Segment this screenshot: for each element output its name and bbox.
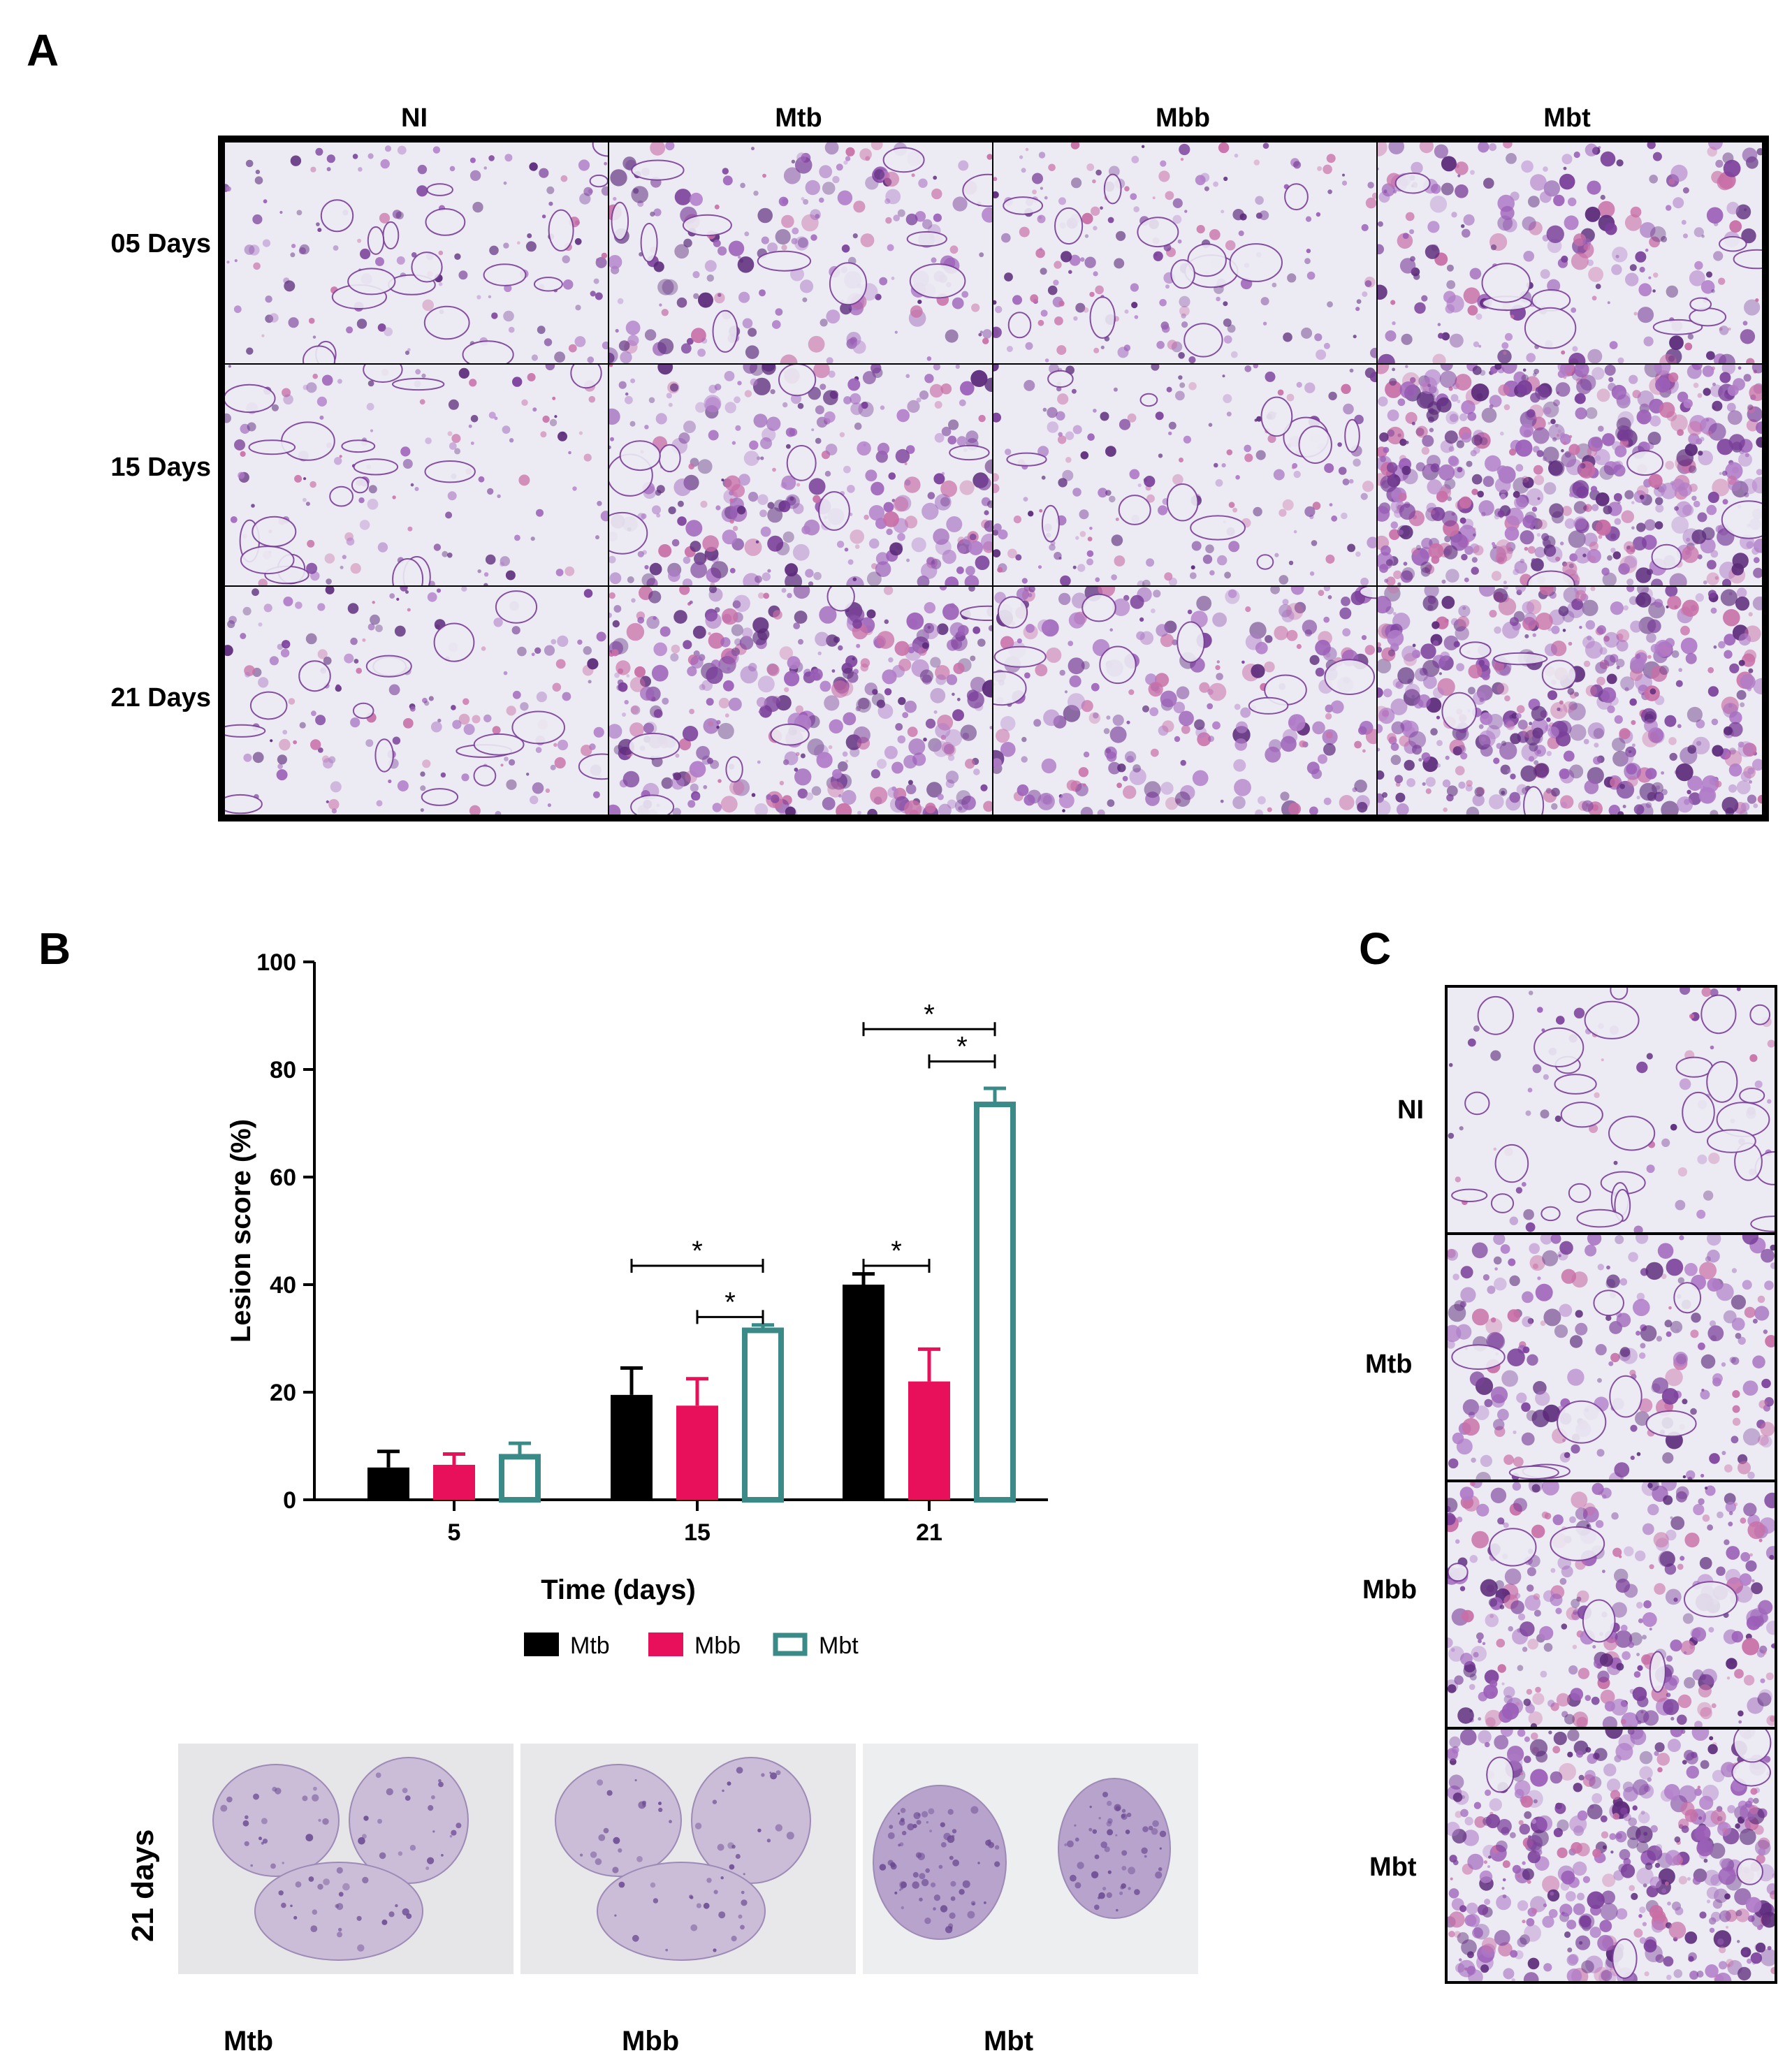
row-label-05-days: 05 Days: [110, 229, 211, 258]
significance-star: *: [692, 1236, 703, 1266]
bar-mtb: [611, 1394, 653, 1500]
legend-label-mbt: Mbt: [819, 1633, 859, 1659]
legend-swatch-mtb: [524, 1633, 559, 1656]
legend-swatch-mbb: [648, 1633, 683, 1656]
y-tick-label: 60: [270, 1164, 296, 1191]
col-header-mbb: Mbb: [1155, 103, 1211, 133]
micrograph-mbb-05: [993, 143, 1376, 363]
micrograph-ni-05: [225, 143, 608, 363]
micrograph-mtb-05: [609, 143, 992, 363]
highmag-column: [1445, 985, 1777, 1984]
bar-mtb: [367, 1467, 409, 1500]
micrograph-mbt-21: [1378, 587, 1762, 815]
micrograph-mtb-21: [609, 587, 992, 815]
panel-c-label-mbt: Mbt: [1369, 1853, 1417, 1882]
significance-star: *: [891, 1236, 902, 1266]
bar-mbt: [499, 1454, 541, 1503]
x-tick-label: 21: [916, 1519, 942, 1546]
x-axis-title: Time (days): [541, 1575, 696, 1605]
y-tick-label: 80: [270, 1057, 296, 1083]
micrograph-mbb-21: [993, 587, 1376, 815]
y-tick-label: 40: [270, 1272, 296, 1299]
col-header-mtb: Mtb: [775, 103, 822, 133]
gross-image-mbt: [863, 1744, 1198, 1974]
bar-mbt: [742, 1327, 784, 1503]
row-label-15-days: 15 Days: [110, 453, 211, 482]
gross-caption-mtb: Mtb: [224, 2026, 274, 2057]
col-header-ni: NI: [401, 103, 428, 133]
panel-b-letter: B: [38, 923, 71, 974]
gross-caption-mbb: Mbb: [622, 2026, 680, 2057]
gross-image-mbb: [520, 1744, 856, 1974]
bar-mbt: [974, 1102, 1016, 1503]
bar-mbb: [676, 1405, 718, 1500]
y-tick-label: 20: [270, 1380, 296, 1406]
highmag-mbt: [1448, 1730, 1775, 1981]
bar-mtb: [843, 1285, 884, 1500]
gross-caption-mbt: Mbt: [984, 2026, 1034, 2057]
legend-label-mbb: Mbb: [694, 1633, 741, 1659]
highmag-mtb: [1448, 1235, 1775, 1480]
significance-star: *: [724, 1287, 736, 1317]
micrograph-ni-21: [225, 587, 608, 815]
panel-c-label-ni: NI: [1397, 1095, 1424, 1125]
panel-c-label-mtb: Mtb: [1365, 1350, 1413, 1379]
significance-star: *: [924, 999, 935, 1030]
highmag-mbb: [1448, 1482, 1775, 1727]
y-tick-label: 0: [283, 1487, 296, 1514]
legend-label-mtb: Mtb: [570, 1633, 610, 1659]
gross-image-mtb: [178, 1744, 513, 1974]
micrograph-mbb-15: [993, 365, 1376, 585]
highmag-ni: [1448, 988, 1775, 1232]
significance-star: *: [956, 1031, 968, 1062]
histology-grid: [218, 136, 1769, 821]
lesion-score-chart: 0 20 40 60 80 100 5 15 21 * * * * * Time (days) Lesion …: [226, 949, 1048, 1659]
row-label-21-days: 21 Days: [110, 683, 211, 713]
micrograph-mtb-15: [609, 365, 992, 585]
y-tick-label: 100: [256, 949, 296, 976]
panel-c-letter: C: [1359, 923, 1392, 974]
col-header-mbt: Mbt: [1543, 103, 1591, 133]
micrograph-ni-15: [225, 365, 608, 585]
legend-swatch-mbt: [773, 1633, 808, 1656]
x-tick-label: 5: [448, 1519, 461, 1546]
micrograph-mbt-05: [1378, 143, 1762, 363]
bar-mbb: [908, 1381, 950, 1500]
micrograph-mbt-15: [1378, 365, 1762, 585]
x-tick-label: 15: [684, 1519, 711, 1546]
panel-c-label-mbb: Mbb: [1362, 1575, 1418, 1605]
gross-row-label: 21 days: [126, 1829, 160, 1942]
y-axis-title: Lesion score (%): [226, 1119, 256, 1343]
panel-a-letter: A: [27, 25, 59, 75]
bar-mbb: [433, 1464, 475, 1500]
